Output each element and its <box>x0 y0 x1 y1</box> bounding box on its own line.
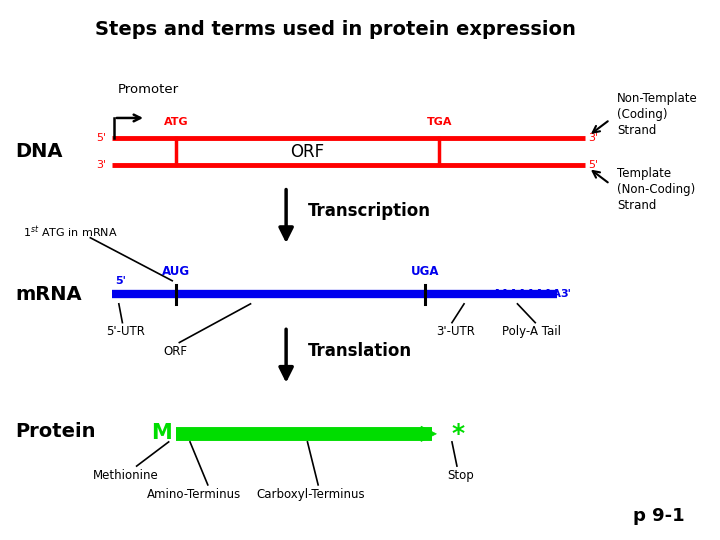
Text: UGA: UGA <box>410 265 439 278</box>
Text: DNA: DNA <box>16 143 63 161</box>
Text: 3': 3' <box>589 133 599 144</box>
Text: 3': 3' <box>560 289 571 299</box>
Text: 5': 5' <box>96 133 106 144</box>
Text: 1$^{st}$ ATG in mRNA: 1$^{st}$ ATG in mRNA <box>23 225 117 240</box>
Text: Amino-Terminus: Amino-Terminus <box>146 488 240 501</box>
Text: 3'-UTR: 3'-UTR <box>436 325 475 339</box>
Text: Poly-A Tail: Poly-A Tail <box>502 325 561 339</box>
Text: ORF: ORF <box>163 345 188 358</box>
Text: Translation: Translation <box>307 342 412 360</box>
Text: Steps and terms used in protein expression: Steps and terms used in protein expressi… <box>96 20 577 39</box>
Text: Template
(Non-Coding)
Strand: Template (Non-Coding) Strand <box>617 167 696 212</box>
Text: Protein: Protein <box>16 422 96 441</box>
Text: Methionine: Methionine <box>93 469 159 482</box>
Text: AAAAAAAA: AAAAAAAA <box>492 289 562 299</box>
Text: AUG: AUG <box>162 265 190 278</box>
Text: 3': 3' <box>96 160 106 170</box>
Text: ORF: ORF <box>290 143 325 161</box>
Text: *: * <box>452 422 465 446</box>
Text: mRNA: mRNA <box>16 285 82 303</box>
Text: M: M <box>151 423 172 443</box>
Text: 5': 5' <box>589 160 599 170</box>
Text: Promoter: Promoter <box>117 84 179 97</box>
Text: Stop: Stop <box>447 469 474 482</box>
Text: 5'-UTR: 5'-UTR <box>107 325 145 339</box>
Text: Carboxyl-Terminus: Carboxyl-Terminus <box>257 488 365 501</box>
Text: Non-Template
(Coding)
Strand: Non-Template (Coding) Strand <box>617 92 698 137</box>
Text: p 9-1: p 9-1 <box>633 507 685 525</box>
Text: 5': 5' <box>115 276 126 286</box>
Text: Transcription: Transcription <box>307 202 431 220</box>
Text: TGA: TGA <box>426 117 452 126</box>
Text: ATG: ATG <box>163 117 188 126</box>
